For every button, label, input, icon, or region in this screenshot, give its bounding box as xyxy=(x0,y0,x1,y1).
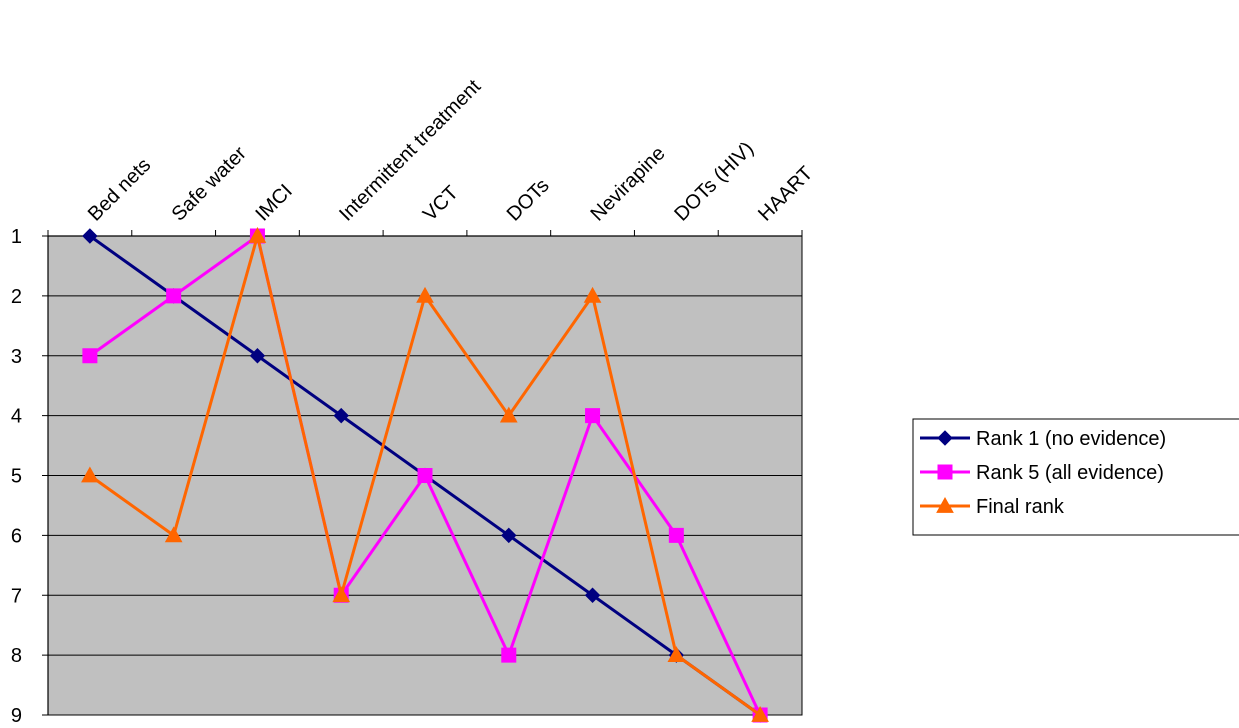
data-point xyxy=(249,348,266,364)
x-tick-label: Bed nets xyxy=(84,154,155,225)
y-tick-label: 4 xyxy=(11,406,22,428)
legend-label: Rank 5 (all evidence) xyxy=(976,462,1164,484)
legend: Rank 1 (no evidence) Rank 5 (all evidence… xyxy=(912,418,1239,536)
x-tick-label: Safe water xyxy=(168,142,251,225)
x-tick-label: HAART xyxy=(754,162,817,225)
y-axis-tick-labels: 1 2 3 4 5 6 7 8 9 xyxy=(11,226,22,727)
data-point xyxy=(751,705,769,722)
y-tick-label: 9 xyxy=(11,705,22,723)
data-point xyxy=(501,647,517,663)
y-tick-label: 6 xyxy=(11,525,22,547)
x-tick-label: Nevirapine xyxy=(587,142,670,225)
data-point xyxy=(248,226,267,243)
series-lines xyxy=(81,226,769,723)
data-point xyxy=(499,406,518,423)
y-tick-label: 5 xyxy=(11,466,22,488)
data-point xyxy=(416,286,434,303)
legend-label: Final rank xyxy=(976,496,1065,518)
data-point xyxy=(584,587,601,603)
data-point xyxy=(82,228,98,244)
data-point xyxy=(417,468,433,483)
x-tick-label: IMCI xyxy=(251,180,296,225)
data-point xyxy=(166,288,182,304)
data-point xyxy=(668,527,684,543)
data-point xyxy=(164,526,183,543)
data-point xyxy=(332,586,351,603)
y-tick-label: 1 xyxy=(11,226,22,248)
data-point xyxy=(501,527,517,544)
data-point xyxy=(82,348,98,364)
x-axis-tick-labels: Bed nets Safe water IMCI Intermittent treat… xyxy=(84,75,817,225)
data-point xyxy=(583,286,602,303)
data-point xyxy=(81,466,99,483)
y-tick-label: 3 xyxy=(11,346,22,368)
y-tick-label: 8 xyxy=(11,645,22,667)
y-tick-label: 7 xyxy=(11,585,22,607)
series-3 xyxy=(81,226,769,722)
x-tick-label: Intermittent treatment xyxy=(335,75,485,225)
legend-entry: Final rank xyxy=(920,496,1065,518)
data-point xyxy=(333,407,349,424)
legend-entry: Rank 1 (no evidence) xyxy=(920,428,1166,450)
x-tick-label: DOTs (HIV) xyxy=(670,138,758,226)
y-tick-label: 2 xyxy=(11,286,22,308)
legend-entry: Rank 5 (all evidence) xyxy=(920,462,1164,484)
legend-marker xyxy=(937,430,953,446)
legend-marker xyxy=(936,496,954,513)
axes xyxy=(42,230,803,716)
legend-label: Rank 1 (no evidence) xyxy=(976,428,1166,450)
data-point xyxy=(585,408,601,424)
x-tick-label: DOTs xyxy=(503,175,554,226)
legend-marker xyxy=(937,464,953,480)
x-tick-label: VCT xyxy=(419,182,463,226)
data-point xyxy=(667,646,686,663)
